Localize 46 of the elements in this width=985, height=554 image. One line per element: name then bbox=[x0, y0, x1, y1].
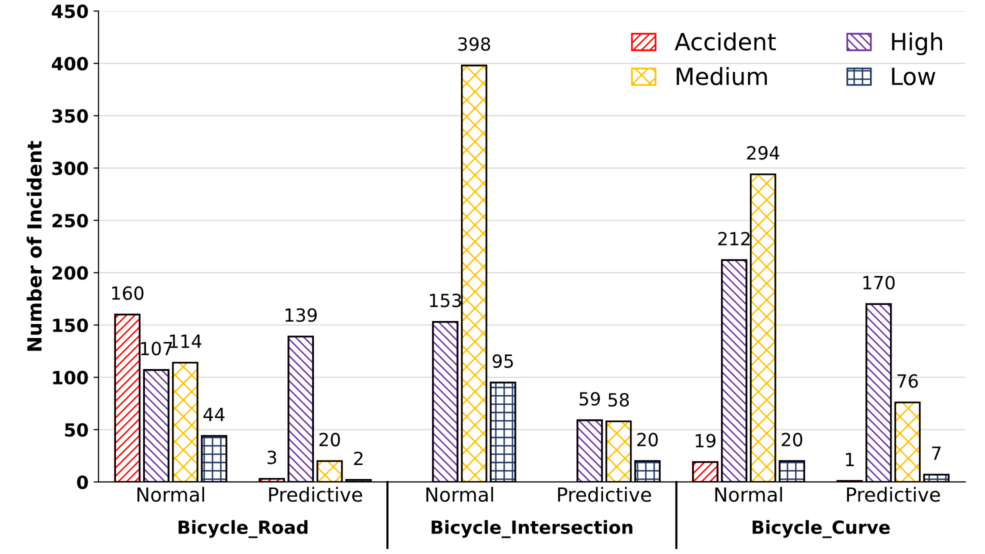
data-label: 294 bbox=[747, 146, 780, 160]
data-label: 7 bbox=[932, 446, 941, 460]
y-axis-title: Number of Incident bbox=[26, 141, 42, 351]
data-label: 114 bbox=[170, 334, 202, 348]
data-label: 20 bbox=[319, 432, 340, 446]
y-tick-label: 0 bbox=[77, 475, 88, 490]
y-tick-label: 50 bbox=[65, 423, 88, 437]
data-label: 20 bbox=[637, 432, 658, 446]
y-tick-label: 400 bbox=[52, 56, 88, 71]
data-label: 212 bbox=[718, 232, 750, 246]
y-tick-label: 450 bbox=[52, 4, 88, 18]
data-label: 58 bbox=[608, 393, 629, 407]
text: Bicycle_Intersection bbox=[432, 520, 632, 538]
data-label: 59 bbox=[580, 392, 600, 406]
data-label: 160 bbox=[112, 286, 144, 300]
data-label: 1 bbox=[846, 452, 854, 466]
y-tick-label: 100 bbox=[53, 370, 88, 384]
x-tick-label: Normal bbox=[426, 486, 494, 502]
data-label: 20 bbox=[782, 432, 802, 446]
y-tick-label: 200 bbox=[52, 266, 88, 280]
data-label: 170 bbox=[863, 276, 895, 290]
y-tick-label: 300 bbox=[52, 162, 88, 176]
text: Bicycle_Curve bbox=[752, 520, 890, 538]
x-tick-label: Normal bbox=[715, 486, 782, 502]
data-label: 76 bbox=[898, 374, 918, 388]
legend-label: High bbox=[892, 32, 942, 56]
x-tick-label: Normal bbox=[137, 486, 204, 502]
data-label: 95 bbox=[492, 354, 513, 368]
y-tick-label: 350 bbox=[52, 109, 88, 123]
data-label: 2 bbox=[354, 452, 362, 466]
y-tick-label: 150 bbox=[53, 318, 88, 332]
x-tick-label: Predictive bbox=[558, 486, 652, 502]
data-label: 139 bbox=[286, 308, 317, 322]
text: Bicycle_Road bbox=[178, 520, 308, 538]
x-tick-label: Predictive bbox=[269, 486, 362, 502]
data-label: 44 bbox=[203, 408, 225, 422]
y-tick-label: 250 bbox=[52, 214, 88, 228]
data-label: 3 bbox=[267, 450, 276, 464]
data-label: 398 bbox=[458, 37, 490, 51]
x-tick-label: Predictive bbox=[847, 486, 940, 502]
legend-label: Accident bbox=[674, 32, 776, 51]
data-label: 107 bbox=[141, 342, 172, 356]
legend-label: Medium bbox=[676, 66, 767, 86]
legend-label: Low bbox=[892, 68, 936, 86]
data-label: 19 bbox=[696, 434, 716, 448]
data-label: 153 bbox=[430, 294, 462, 308]
